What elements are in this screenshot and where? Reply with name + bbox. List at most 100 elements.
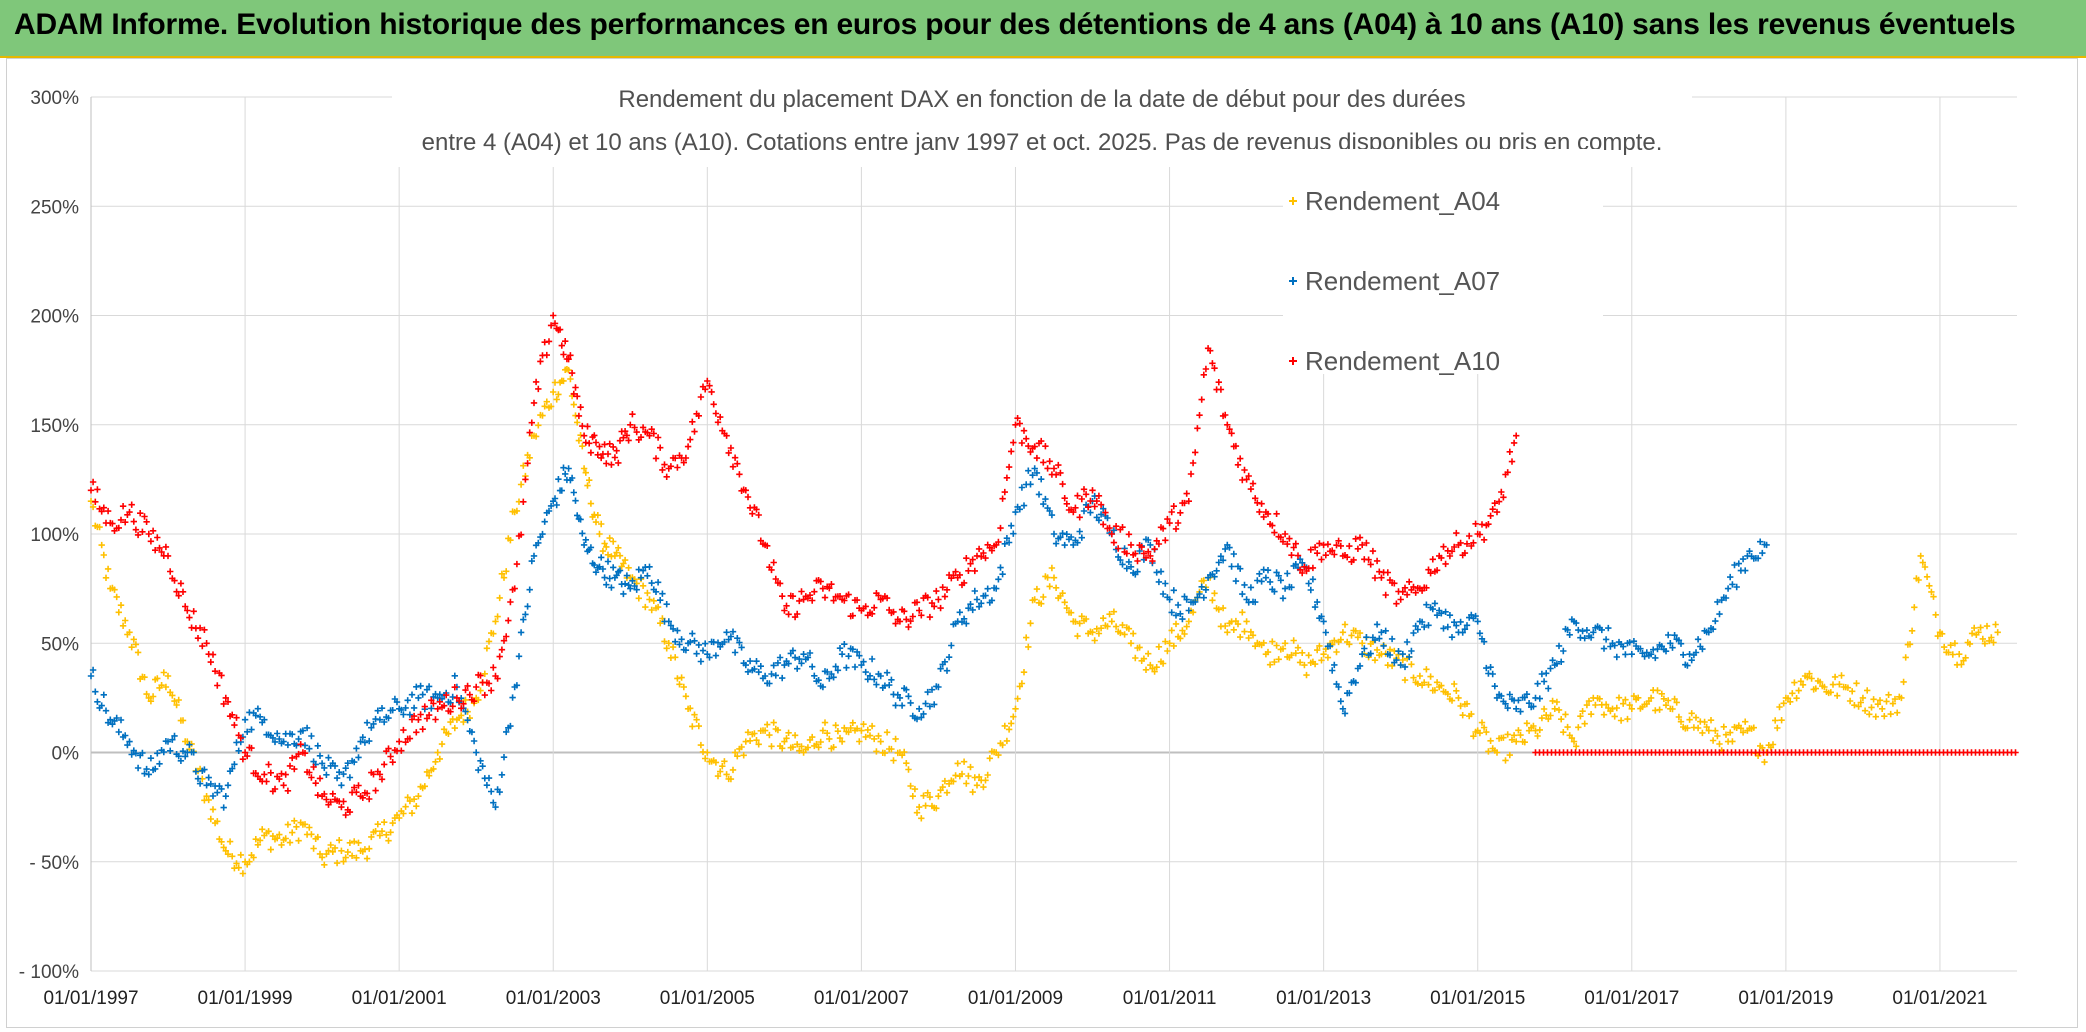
point-a07 bbox=[558, 487, 565, 494]
point-a07 bbox=[806, 649, 814, 657]
point-a07 bbox=[1680, 651, 1687, 658]
point-a07 bbox=[1403, 638, 1411, 646]
point-a04 bbox=[293, 823, 300, 830]
point-a04 bbox=[145, 694, 152, 702]
point-a07 bbox=[1502, 700, 1509, 707]
point-a04 bbox=[1427, 673, 1434, 680]
point-a10 bbox=[1166, 519, 1173, 527]
point-a04 bbox=[1316, 642, 1323, 650]
point-a10 bbox=[1359, 541, 1366, 549]
point-a10 bbox=[1063, 500, 1070, 507]
point-a10 bbox=[706, 382, 713, 389]
point-a10 bbox=[346, 808, 354, 816]
point-a07 bbox=[1020, 502, 1028, 509]
point-a04 bbox=[1930, 593, 1937, 600]
point-a07 bbox=[1662, 648, 1670, 655]
point-a07 bbox=[1320, 618, 1327, 625]
point-a04 bbox=[214, 818, 221, 825]
point-a04 bbox=[265, 828, 272, 835]
point-a04 bbox=[1504, 731, 1511, 738]
point-a04 bbox=[432, 758, 439, 765]
point-a04 bbox=[1772, 717, 1779, 724]
point-a04 bbox=[351, 838, 358, 845]
y-tick-label: 150% bbox=[30, 416, 79, 437]
point-a04 bbox=[1645, 697, 1653, 705]
point-a10 bbox=[545, 338, 553, 345]
point-a04 bbox=[975, 773, 983, 781]
point-a07 bbox=[1080, 507, 1088, 515]
point-a04 bbox=[1172, 620, 1180, 628]
point-a07 bbox=[92, 688, 99, 695]
point-a04 bbox=[1386, 646, 1394, 653]
point-a04 bbox=[1855, 703, 1862, 710]
point-a07 bbox=[755, 668, 762, 676]
point-a04 bbox=[1540, 705, 1548, 713]
point-a04 bbox=[1660, 695, 1668, 702]
point-a07 bbox=[1553, 660, 1561, 667]
point-a07 bbox=[866, 672, 874, 679]
point-a07 bbox=[1611, 642, 1618, 649]
point-a07 bbox=[903, 686, 910, 693]
point-a10 bbox=[1001, 488, 1008, 496]
point-a10 bbox=[613, 447, 620, 454]
point-a04 bbox=[1082, 615, 1090, 623]
point-a04 bbox=[1215, 606, 1222, 613]
point-a10 bbox=[1453, 529, 1460, 537]
point-a07 bbox=[1271, 588, 1278, 595]
point-a10 bbox=[1044, 465, 1051, 472]
point-a04 bbox=[1547, 712, 1554, 719]
point-a04 bbox=[1806, 670, 1813, 677]
point-a07 bbox=[154, 750, 161, 757]
point-a07 bbox=[1134, 568, 1141, 575]
point-a04 bbox=[1183, 623, 1190, 630]
point-a07 bbox=[669, 625, 677, 633]
point-a07 bbox=[757, 663, 764, 670]
point-a10 bbox=[152, 547, 159, 554]
point-a07 bbox=[1031, 465, 1038, 472]
point-a04 bbox=[1354, 634, 1362, 641]
point-a10 bbox=[363, 790, 371, 797]
point-a10 bbox=[276, 775, 283, 783]
point-a04 bbox=[693, 716, 700, 723]
point-a04 bbox=[134, 649, 142, 656]
point-a07 bbox=[1356, 662, 1364, 670]
point-a04 bbox=[503, 568, 510, 575]
point-a07 bbox=[579, 530, 586, 537]
point-a04 bbox=[500, 574, 508, 581]
point-a07 bbox=[776, 654, 784, 661]
point-a10 bbox=[366, 795, 373, 803]
point-a04 bbox=[372, 828, 379, 835]
point-a10 bbox=[785, 611, 792, 618]
point-a04 bbox=[1896, 693, 1903, 700]
point-a07 bbox=[1279, 595, 1287, 602]
point-a04 bbox=[1906, 641, 1914, 648]
point-a04 bbox=[438, 740, 446, 748]
point-a07 bbox=[1459, 629, 1466, 636]
point-a07 bbox=[423, 686, 431, 693]
point-a07 bbox=[179, 748, 187, 755]
point-a10 bbox=[314, 792, 321, 799]
point-a10 bbox=[1228, 430, 1235, 437]
point-a04 bbox=[1876, 697, 1884, 704]
point-a04 bbox=[1562, 711, 1569, 718]
point-a07 bbox=[1566, 631, 1573, 638]
point-a04 bbox=[306, 824, 313, 831]
point-a10 bbox=[568, 369, 576, 377]
point-a04 bbox=[1669, 705, 1676, 713]
point-a04 bbox=[543, 398, 550, 405]
point-a04 bbox=[254, 841, 262, 848]
point-a10 bbox=[342, 811, 349, 819]
point-a10 bbox=[789, 593, 797, 600]
point-a10 bbox=[702, 386, 709, 393]
point-a07 bbox=[1395, 648, 1402, 655]
point-a10 bbox=[154, 534, 161, 541]
point-a04 bbox=[98, 541, 105, 549]
point-a07 bbox=[601, 574, 608, 581]
point-a04 bbox=[1761, 758, 1768, 766]
point-a07 bbox=[1063, 531, 1070, 538]
point-a04 bbox=[1951, 640, 1959, 647]
point-a07 bbox=[1322, 629, 1329, 636]
point-a10 bbox=[517, 531, 525, 538]
point-a04 bbox=[1853, 680, 1860, 687]
point-a07 bbox=[372, 715, 379, 723]
